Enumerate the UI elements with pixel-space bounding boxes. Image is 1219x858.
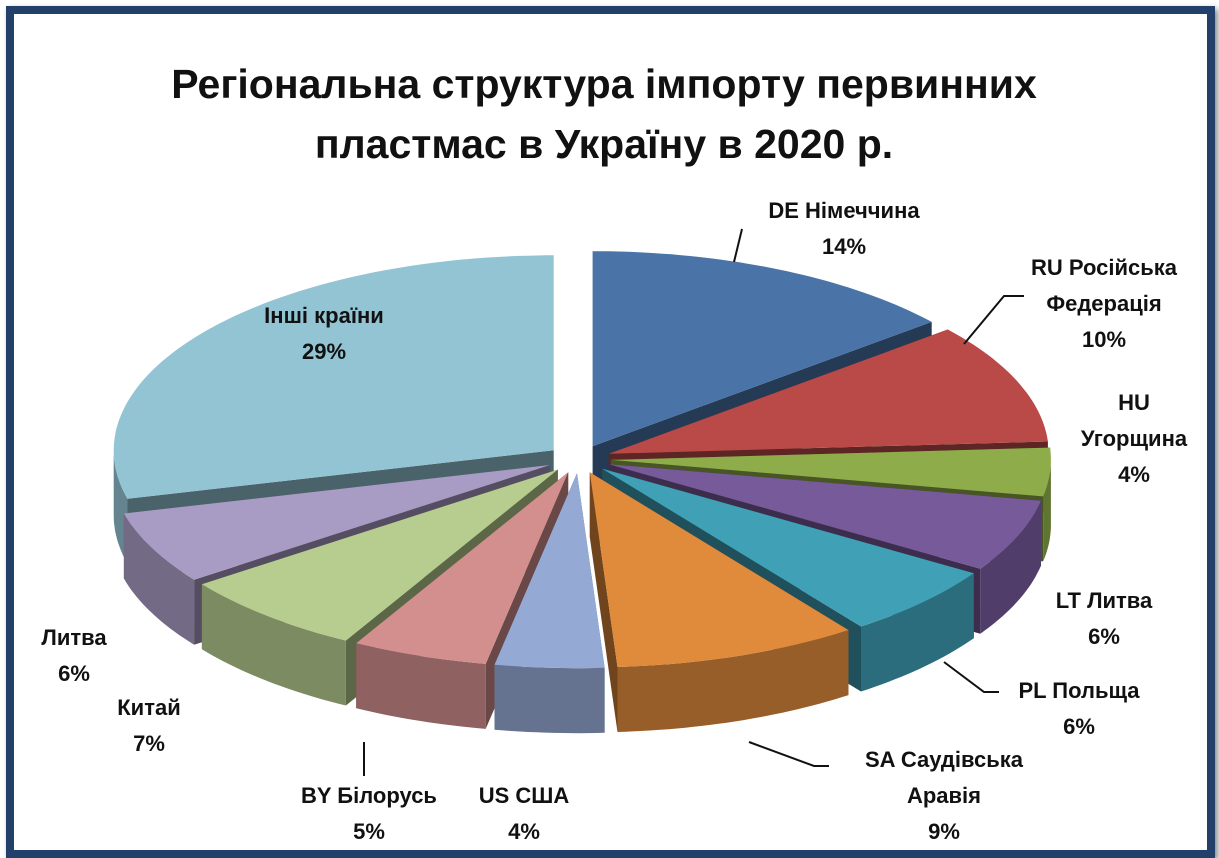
slice-wall [980, 500, 1041, 634]
category-label: LT Литва [1055, 588, 1153, 613]
slice [589, 472, 849, 667]
category-label: Китай [117, 695, 181, 720]
value-label: 9% [928, 819, 960, 844]
slice [608, 329, 1048, 454]
value-label: 6% [58, 661, 90, 686]
category-label: RU Російська Федерація [1030, 255, 1178, 316]
leader-line [733, 228, 743, 263]
category-label: Литва [41, 625, 107, 650]
slice-wall [861, 573, 974, 692]
slice-label: LT Литва 6% [1024, 583, 1184, 655]
slice [201, 469, 558, 641]
slice-wall [617, 630, 849, 732]
chart [113, 228, 1051, 776]
category-label: SA Саудівська Аравія [865, 747, 1023, 808]
slice-label: BY Білорусь 5% [284, 778, 454, 850]
category-label: HU Угорщина [1080, 390, 1188, 451]
value-label: 4% [1118, 462, 1150, 487]
category-label: DE Німеччина [768, 198, 920, 223]
slice-wall [201, 584, 346, 706]
value-label: 14% [821, 234, 867, 259]
category-label: BY Білорусь [301, 783, 437, 808]
slice-label: DE Німеччина 14% [714, 193, 974, 265]
value-label: 4% [508, 819, 540, 844]
leader-lines [363, 228, 1024, 776]
slice [113, 255, 554, 499]
value-label: 6% [1088, 624, 1120, 649]
chart-title: Регіональна структура імпорту первинних … [171, 61, 1037, 167]
leader-line [943, 661, 999, 693]
slice [602, 468, 974, 627]
slice-label: Китай 7% [89, 690, 209, 762]
slice-wall [1043, 459, 1051, 562]
category-label: PL Польща [1018, 678, 1140, 703]
slice [356, 472, 569, 664]
slice-label: HU Угорщина 4% [1074, 385, 1194, 493]
slice-label: US США 4% [454, 778, 594, 850]
slice-label: PL Польща 6% [994, 673, 1164, 745]
pie [113, 251, 1051, 734]
slice-label: SA Саудівська Аравія 9% [834, 742, 1054, 850]
leader-line [748, 741, 829, 767]
slice-label: RU Російська Федерація 10% [1009, 250, 1199, 358]
category-label: Інші країни [264, 303, 384, 328]
value-label: 10% [1081, 327, 1127, 352]
slice-wall [494, 664, 605, 734]
value-label: 29% [301, 339, 347, 364]
value-label: 6% [1063, 714, 1095, 739]
slice-side [589, 472, 618, 732]
slice-label: Литва 6% [19, 620, 129, 692]
slice-wall [123, 513, 195, 645]
slice-label: Інші країни 29% [214, 298, 434, 370]
category-label: US США [478, 783, 570, 808]
leader-line [963, 295, 1024, 345]
slice [610, 447, 1051, 497]
value-label: 7% [133, 731, 165, 756]
value-label: 5% [353, 819, 385, 844]
slice [592, 251, 932, 447]
slice [494, 473, 605, 669]
chart-frame: Регіональна структура імпорту первинних … [6, 6, 1215, 858]
slice [123, 465, 551, 580]
slice-wall [356, 643, 486, 729]
slice [608, 464, 1041, 569]
